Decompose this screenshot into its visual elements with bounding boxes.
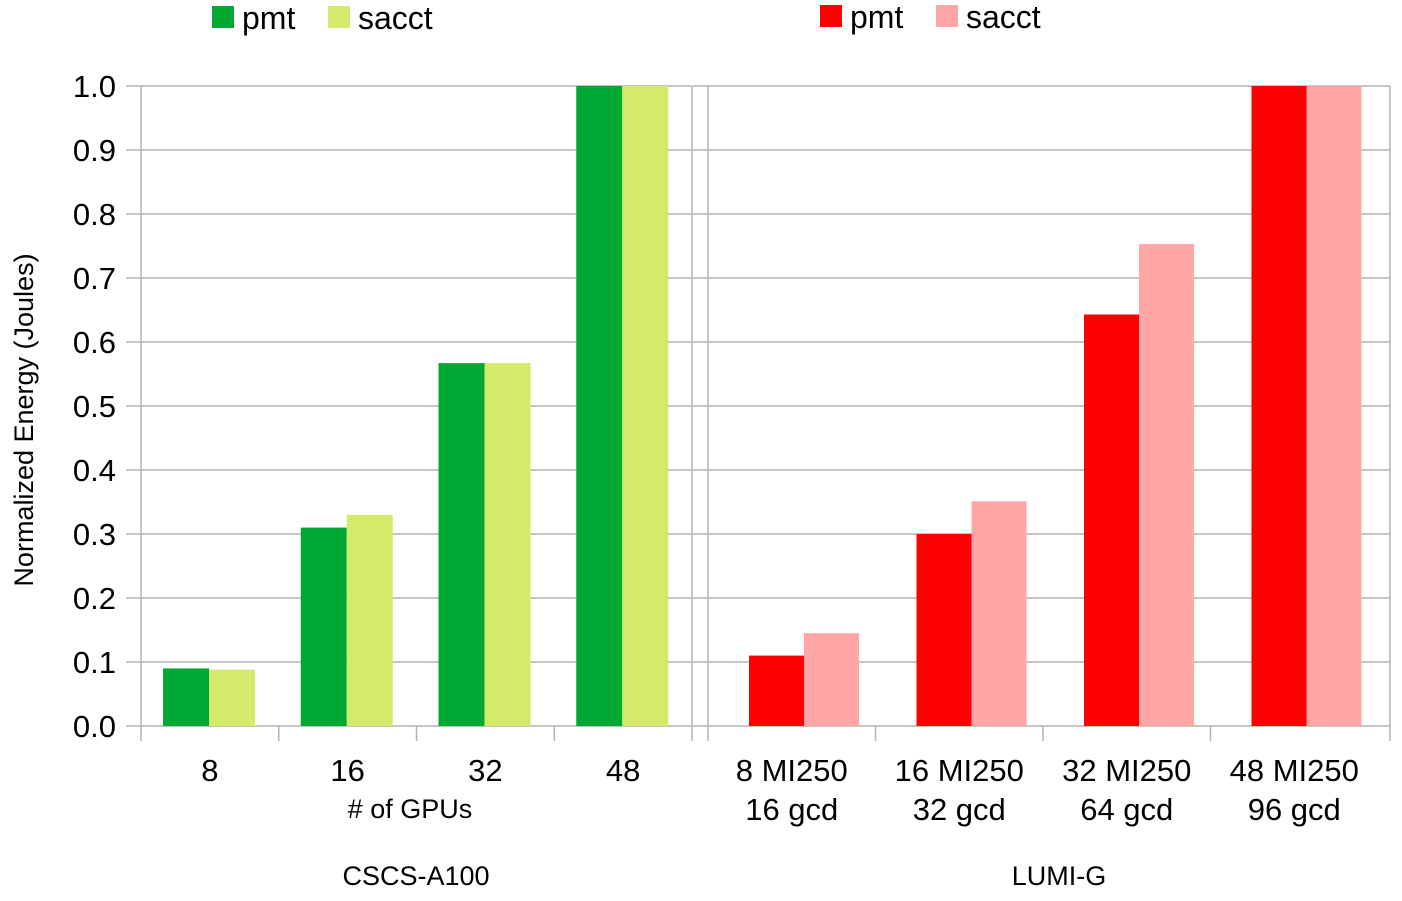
y-tick-label: 0.4 bbox=[73, 453, 116, 488]
bar-sacct-3 bbox=[622, 86, 669, 726]
y-tick-label: 0.9 bbox=[73, 133, 116, 168]
bar-sacct-1 bbox=[346, 514, 393, 726]
bar-sacct-0 bbox=[804, 633, 859, 726]
x-tick-label: 48 MI250 bbox=[1230, 753, 1359, 788]
legend-label-sacct: sacct bbox=[966, 0, 1041, 35]
bar-sacct-0 bbox=[209, 669, 255, 726]
bar-pmt-1 bbox=[300, 527, 347, 726]
y-axis-label: Normalized Energy (Joules) bbox=[9, 253, 39, 586]
bar-pmt-3 bbox=[576, 86, 623, 726]
x-tick-label: 16 bbox=[330, 753, 364, 788]
y-tick-label: 1.0 bbox=[73, 69, 116, 104]
bar-sacct-1 bbox=[971, 501, 1027, 726]
x-tick-label: 16 gcd bbox=[745, 792, 838, 827]
x-tick-label: 8 bbox=[201, 753, 218, 788]
bar-sacct-2 bbox=[1139, 244, 1194, 726]
x-tick-label: 32 gcd bbox=[913, 792, 1006, 827]
bar-pmt-1 bbox=[916, 534, 972, 726]
panel-label: CSCS-A100 bbox=[342, 861, 489, 891]
y-tick-label: 0.1 bbox=[73, 645, 116, 680]
legend-swatch-pmt bbox=[820, 5, 842, 27]
bar-sacct-3 bbox=[1306, 86, 1362, 726]
legend-swatch-pmt bbox=[212, 6, 234, 28]
bar-pmt-0 bbox=[163, 668, 209, 726]
legend-label-sacct: sacct bbox=[358, 0, 433, 36]
bar-pmt-3 bbox=[1251, 86, 1307, 726]
x-tick-label: 32 MI250 bbox=[1062, 753, 1191, 788]
panel-label: LUMI-G bbox=[1012, 861, 1107, 891]
bar-pmt-2 bbox=[1084, 314, 1139, 726]
x-tick-label: 8 MI250 bbox=[736, 753, 848, 788]
y-tick-label: 0.2 bbox=[73, 581, 116, 616]
x-axis-label: # of GPUs bbox=[348, 794, 473, 824]
legend-label-pmt: pmt bbox=[242, 0, 295, 36]
legend-swatch-sacct bbox=[936, 5, 958, 27]
x-tick-label: 16 MI250 bbox=[895, 753, 1024, 788]
y-tick-label: 0.8 bbox=[73, 197, 116, 232]
x-tick-label: 48 bbox=[606, 753, 640, 788]
y-tick-label: 0.7 bbox=[73, 261, 116, 296]
bar-pmt-0 bbox=[749, 655, 804, 726]
legend-label-pmt: pmt bbox=[850, 0, 903, 35]
y-tick-label: 0.0 bbox=[73, 709, 116, 744]
x-tick-label: 96 gcd bbox=[1248, 792, 1341, 827]
y-tick-label: 0.6 bbox=[73, 325, 116, 360]
legend-swatch-sacct bbox=[328, 6, 350, 28]
bar-pmt-2 bbox=[438, 363, 485, 726]
x-tick-label: 32 bbox=[468, 753, 502, 788]
bar-sacct-2 bbox=[484, 363, 531, 726]
x-tick-label: 64 gcd bbox=[1080, 792, 1173, 827]
y-tick-label: 0.3 bbox=[73, 517, 116, 552]
y-tick-label: 0.5 bbox=[73, 389, 116, 424]
